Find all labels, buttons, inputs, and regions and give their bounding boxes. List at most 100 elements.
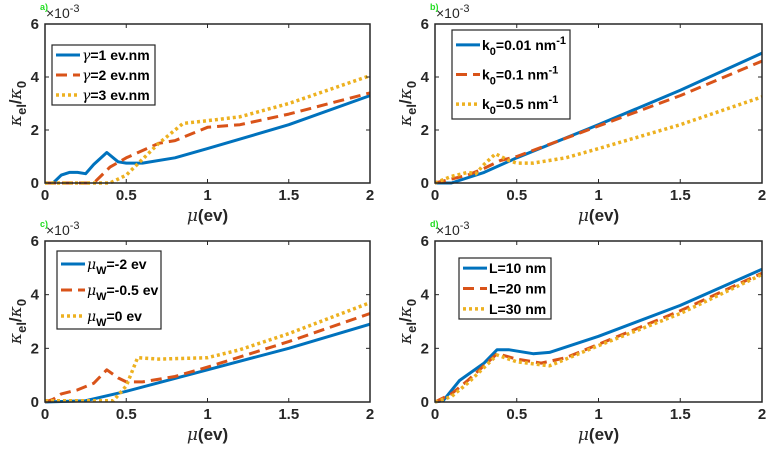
legend-entry-2: k0=0.1 nm-1 bbox=[482, 65, 558, 88]
y-tick-label: 0 bbox=[31, 394, 39, 411]
x-tick-label: 2 bbox=[758, 187, 766, 204]
panel-label: b) bbox=[430, 2, 439, 12]
y-label-slash: / bbox=[6, 317, 25, 322]
legend-text-part: W bbox=[96, 317, 107, 329]
legend-text-part: L=10 nm bbox=[489, 260, 546, 276]
exponent-power: -3 bbox=[460, 3, 470, 15]
legend-text-part: =0.5 nm bbox=[496, 96, 549, 112]
y-label-sub: 0 bbox=[14, 81, 29, 88]
y-label-kappa: κ bbox=[6, 306, 26, 318]
panel-label: d) bbox=[430, 219, 439, 229]
y-label-slash: / bbox=[396, 99, 415, 104]
axis-exponent: ×10-3 bbox=[436, 220, 470, 238]
series-line-3 bbox=[434, 95, 763, 185]
y-tick-label: 2 bbox=[421, 340, 429, 357]
x-tick-label: 1.5 bbox=[670, 406, 691, 423]
legend-text-part: 0 bbox=[490, 105, 496, 117]
legend: L=10 nm L=20 nm L=30 nm bbox=[458, 257, 552, 320]
y-tick-label: 6 bbox=[31, 233, 39, 250]
axis-exponent: ×10-3 bbox=[46, 220, 80, 238]
y-axis-label: κel/κ0 bbox=[396, 81, 419, 127]
y-label-sub: 0 bbox=[404, 299, 419, 306]
y-label-kappa: κ bbox=[6, 115, 26, 127]
legend-text-part: γ bbox=[82, 48, 91, 64]
y-tick-label: 0 bbox=[421, 175, 429, 192]
y-label-sub: 0 bbox=[404, 81, 419, 88]
x-tick-label: 0.5 bbox=[116, 406, 137, 423]
x-label-symbol: μ bbox=[578, 206, 589, 226]
legend-text-part: =0 ev bbox=[107, 308, 143, 324]
legend-text-part: -1 bbox=[548, 94, 558, 106]
legend-entry-2: γ=2 ev.nm bbox=[82, 67, 150, 84]
x-tick-label: 1.5 bbox=[670, 187, 691, 204]
legend-text-part: L=20 nm bbox=[489, 281, 546, 297]
legend-entry-3: k0=0.5 nm-1 bbox=[482, 94, 558, 117]
axis-exponent: ×10-3 bbox=[46, 3, 80, 21]
x-label-unit: (ev) bbox=[198, 425, 228, 444]
legend-text-part: 0 bbox=[490, 46, 496, 58]
x-label-symbol: μ bbox=[187, 206, 198, 226]
legend-text-part: W bbox=[96, 265, 107, 277]
legend-text-part: μ bbox=[87, 309, 96, 325]
series-line-3 bbox=[45, 301, 371, 403]
panel-label: c) bbox=[40, 219, 48, 229]
x-tick-label: 1.5 bbox=[278, 187, 299, 204]
legend-text-part: =-2 ev bbox=[107, 256, 147, 272]
legend-text-part: k bbox=[482, 67, 490, 83]
exponent-base: ×10 bbox=[436, 5, 460, 21]
x-tick-label: 2 bbox=[758, 406, 766, 423]
legend-text-part: W bbox=[96, 291, 107, 303]
x-tick-label: 1 bbox=[594, 187, 602, 204]
exponent-base: ×10 bbox=[436, 222, 460, 238]
legend-entry-2: μW=-0.5 ev bbox=[87, 282, 158, 303]
x-axis-label: μ(ev) bbox=[187, 425, 228, 445]
legend-entry-1: L=10 nm bbox=[489, 260, 546, 276]
legend-text-part: =0.01 nm bbox=[496, 37, 556, 53]
y-tick-label: 6 bbox=[421, 16, 429, 33]
x-tick-label: 1 bbox=[594, 406, 602, 423]
x-label-unit: (ev) bbox=[589, 425, 619, 444]
x-label-unit: (ev) bbox=[589, 206, 619, 225]
y-label-sub: el bbox=[404, 322, 419, 333]
legend-text-part: μ bbox=[87, 283, 96, 299]
y-label-kappa: κ bbox=[396, 306, 416, 318]
y-tick-label: 2 bbox=[421, 122, 429, 139]
x-tick-label: 1.5 bbox=[278, 406, 299, 423]
x-axis-label: μ(ev) bbox=[187, 206, 228, 226]
exponent-base: ×10 bbox=[46, 222, 70, 238]
series-line-2 bbox=[434, 271, 763, 404]
y-label-sub: el bbox=[14, 322, 29, 333]
y-tick-label: 6 bbox=[31, 16, 39, 33]
x-tick-label: 1 bbox=[203, 406, 211, 423]
x-tick-label: 0.5 bbox=[116, 187, 137, 204]
exponent-base: ×10 bbox=[46, 5, 70, 21]
y-tick-label: 4 bbox=[421, 69, 430, 86]
legend-text-part: γ bbox=[82, 88, 91, 104]
x-label-unit: (ev) bbox=[198, 206, 228, 225]
legend: γ=1 ev.nmγ=2 ev.nmγ=3 ev.nm bbox=[51, 44, 156, 106]
legend-entry-1: γ=1 ev.nm bbox=[82, 47, 150, 64]
x-tick-label: 0 bbox=[431, 187, 439, 204]
x-tick-label: 0 bbox=[41, 187, 49, 204]
y-label-kappa: κ bbox=[396, 333, 416, 345]
y-axis-label: κel/κ0 bbox=[6, 81, 29, 127]
x-tick-label: 0 bbox=[41, 406, 49, 423]
y-label-sub: el bbox=[14, 104, 29, 115]
legend-text-part: μ bbox=[87, 257, 96, 273]
legend-entry-1: μW=-2 ev bbox=[87, 256, 147, 277]
y-label-slash: / bbox=[6, 99, 25, 104]
y-tick-label: 2 bbox=[31, 122, 39, 139]
exponent-power: -3 bbox=[460, 220, 470, 232]
x-tick-label: 2 bbox=[366, 187, 374, 204]
y-tick-label: 4 bbox=[31, 287, 40, 304]
series-line-1 bbox=[44, 322, 371, 404]
legend-text-part: =1 ev.nm bbox=[90, 47, 149, 63]
y-label-kappa: κ bbox=[396, 115, 416, 127]
legend-text-part: γ bbox=[82, 68, 91, 84]
legend-text-part: L=30 nm bbox=[489, 301, 546, 317]
legend-text-part: 0 bbox=[490, 76, 496, 88]
legend-text-part: =0.1 nm bbox=[496, 67, 549, 83]
legend-text-part: -1 bbox=[548, 65, 558, 77]
